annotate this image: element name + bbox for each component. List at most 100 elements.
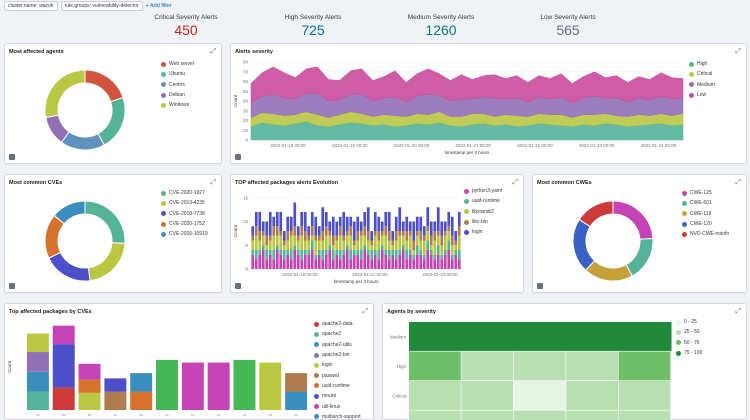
expand-icon[interactable]: ⤢	[735, 48, 741, 55]
legend-item[interactable]: util-linux	[314, 401, 361, 411]
legend-item[interactable]: libxrandr2	[464, 207, 502, 217]
legend-swatch	[314, 414, 319, 420]
legend-item[interactable]: CWE-120	[682, 219, 729, 229]
bar-segment	[394, 250, 398, 260]
bar-segment	[429, 245, 433, 250]
legend-label: 25 - 50	[684, 329, 700, 336]
bar-segment	[370, 240, 374, 246]
bar-segment	[259, 362, 282, 410]
expand-icon[interactable]: ⤢	[735, 179, 741, 186]
legend-item[interactable]: 75 - 100	[676, 348, 702, 358]
legend-item[interactable]: 25 - 50	[676, 327, 702, 337]
bar-segment	[314, 259, 318, 269]
bar-segment	[282, 240, 286, 246]
bar-segment	[401, 221, 405, 231]
panel-title: Alerts severity	[235, 49, 273, 55]
legend-item[interactable]: CWE-125	[682, 188, 729, 198]
bar-segment	[303, 254, 307, 269]
legend-item[interactable]: 0 - 25	[676, 317, 702, 327]
y-tick-label: 20	[243, 118, 249, 123]
legend-item[interactable]: CVE-2018-7738	[161, 209, 208, 219]
bar-segment	[426, 231, 430, 241]
bar-segment	[349, 250, 353, 260]
legend-item[interactable]: login	[464, 227, 502, 237]
add-filter-button[interactable]: + Add filter	[145, 3, 172, 9]
legend-item[interactable]: Ubuntu	[161, 69, 194, 79]
legend-item[interactable]: CVE-2013-4235	[161, 198, 208, 208]
legend-swatch	[161, 61, 166, 67]
bar-segment	[251, 226, 255, 236]
expand-icon[interactable]: ⤢	[512, 179, 518, 186]
bar-segment	[377, 250, 381, 260]
legend-item[interactable]: Low	[689, 90, 715, 100]
x-tick-label: 2022-01-22 00:00	[517, 143, 553, 148]
legend-item[interactable]: passwd	[314, 370, 361, 380]
bar-segment	[384, 212, 388, 227]
bar-segment	[338, 250, 342, 260]
legend-item[interactable]: Critical	[689, 69, 715, 79]
bar-segment	[282, 250, 286, 260]
bar-segment	[398, 254, 402, 269]
legend-toggle-icon[interactable]	[235, 283, 241, 289]
bar-segment	[429, 250, 433, 255]
legend-item[interactable]: Medium	[689, 80, 715, 90]
expand-icon[interactable]: ⤢	[735, 308, 741, 315]
legend-item[interactable]: apache2	[314, 329, 361, 339]
legend-item[interactable]: CVE-2020-1927	[161, 188, 208, 198]
legend-toggle-icon[interactable]	[9, 283, 15, 289]
legend-item[interactable]: python3-yaml	[464, 186, 502, 196]
bar-segment	[352, 240, 356, 246]
legend-item[interactable]: login	[314, 360, 361, 370]
bar-segment	[415, 231, 419, 236]
legend-item[interactable]: Web server	[161, 59, 194, 69]
legend-label: Windows	[169, 102, 190, 109]
legend-item[interactable]: multiarch-support	[314, 412, 361, 420]
bar-segment	[415, 245, 419, 255]
legend-item[interactable]: Centos	[161, 80, 194, 90]
legend-item[interactable]: CVE-2016-10919	[161, 229, 208, 239]
bar-segment	[401, 235, 405, 246]
legend-item[interactable]: uuid-runtime	[314, 381, 361, 391]
legend-toggle-icon[interactable]	[9, 154, 15, 160]
legend-item[interactable]: apache2-bin	[314, 350, 361, 360]
bar-segment	[335, 240, 339, 250]
x-tick-label: ▭	[88, 412, 92, 417]
expand-icon[interactable]: ⤢	[210, 179, 216, 186]
bar-segment	[356, 240, 360, 250]
legend-item[interactable]: Windows	[161, 100, 194, 110]
alerts-area-chart: 0 10 20 30 40 50 60 70 80 2022-01-18 00:00 2022-01…	[233, 60, 684, 155]
legend-item[interactable]: CWE-119	[682, 209, 729, 219]
bar-segment	[156, 359, 178, 410]
legend-item[interactable]: High	[689, 59, 715, 69]
bar-segment	[251, 250, 255, 255]
expand-icon[interactable]: ⤢	[362, 308, 368, 315]
legend-item[interactable]: Debian	[161, 90, 194, 100]
legend-toggle-icon[interactable]	[537, 283, 543, 289]
bar-segment	[261, 235, 265, 246]
legend-item[interactable]: CWE-601	[682, 198, 729, 208]
legend-label: libxrandr2	[472, 208, 494, 215]
legend-item[interactable]: mount	[314, 391, 361, 401]
stat-label: High Severity Alerts	[284, 14, 342, 21]
filter-pill-cluster[interactable]: cluster.name: wazuh	[4, 1, 58, 11]
legend-item[interactable]: CVE-2020-1752	[161, 219, 208, 229]
bar-segment	[321, 207, 325, 231]
bar-segment	[324, 254, 328, 269]
legend-toggle-icon[interactable]	[235, 154, 241, 160]
legend-swatch	[464, 198, 469, 204]
heatmap-row-label: Critical	[392, 393, 406, 398]
legend-item[interactable]: NVD-CWE-noinfo	[682, 229, 729, 239]
bar-segment	[394, 240, 398, 250]
bar-segment	[384, 254, 388, 269]
expand-icon[interactable]: ⤢	[210, 48, 216, 55]
bar-segment	[328, 231, 332, 236]
legend-item[interactable]: 50 - 75	[676, 338, 702, 348]
packages-evolution-bar-chart: 0 5 10 15 2022-01-19 00:00 2022-01-21 00:00 20…	[233, 195, 461, 284]
filter-pill-rule-groups[interactable]: rule.groups: vulnerability-detector	[60, 1, 143, 11]
bar-segment	[450, 254, 454, 260]
legend-item[interactable]: uuid-runtime	[464, 196, 502, 206]
bar-segment	[285, 391, 308, 410]
legend-item[interactable]: libc-bin	[464, 217, 502, 227]
legend-item[interactable]: apache2-data	[314, 319, 361, 329]
legend-item[interactable]: apache2-utils	[314, 340, 361, 350]
